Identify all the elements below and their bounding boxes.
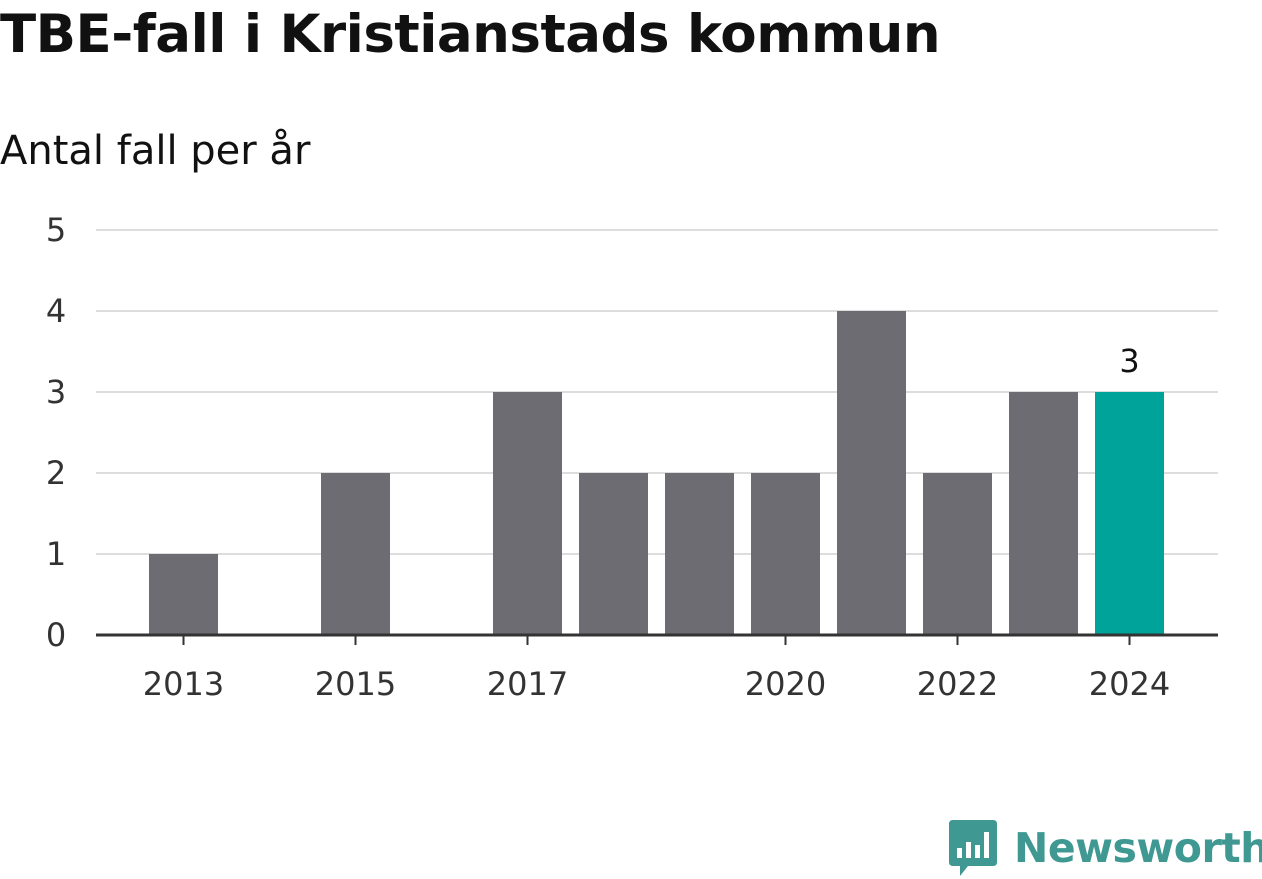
bar-2021 xyxy=(837,311,906,635)
newsworthy-logo-icon xyxy=(949,820,997,876)
x-tick-label: 2020 xyxy=(745,665,826,703)
bar-2019 xyxy=(665,473,734,635)
x-tick-label: 2017 xyxy=(487,665,568,703)
bar-2022 xyxy=(923,473,992,635)
y-tick-label: 2 xyxy=(46,454,66,492)
chart-subtitle: Antal fall per år xyxy=(0,128,311,174)
x-tick-label: 2013 xyxy=(143,665,224,703)
bars xyxy=(149,311,1164,635)
y-tick-label: 5 xyxy=(46,211,66,249)
bar-2018 xyxy=(579,473,648,635)
chart-title: TBE-fall i Kristianstads kommun xyxy=(0,4,941,65)
x-tick-label: 2024 xyxy=(1089,665,1170,703)
bar-2017 xyxy=(493,392,562,635)
data-labels: 3 xyxy=(1119,342,1139,380)
bar-2023 xyxy=(1009,392,1078,635)
bar-2020 xyxy=(751,473,820,635)
x-axis: 2013 2015 2017 2020 2022 2024 xyxy=(96,633,1218,703)
y-tick-label: 0 xyxy=(46,616,66,654)
y-tick-label: 3 xyxy=(46,373,66,411)
brand-name: Newsworthy xyxy=(1014,824,1262,872)
x-tick-label: 2022 xyxy=(917,665,998,703)
bar-2015 xyxy=(321,473,390,635)
x-tick-label: 2015 xyxy=(315,665,396,703)
y-tick-label: 1 xyxy=(46,535,66,573)
bar-2013 xyxy=(149,554,218,635)
bar-2024 xyxy=(1095,392,1164,635)
y-axis-ticks: 0 1 2 3 4 5 xyxy=(46,211,66,654)
y-tick-label: 4 xyxy=(46,292,66,330)
newsworthy-logo: Newsworthy xyxy=(948,818,1262,878)
data-label-highlight: 3 xyxy=(1119,342,1139,380)
